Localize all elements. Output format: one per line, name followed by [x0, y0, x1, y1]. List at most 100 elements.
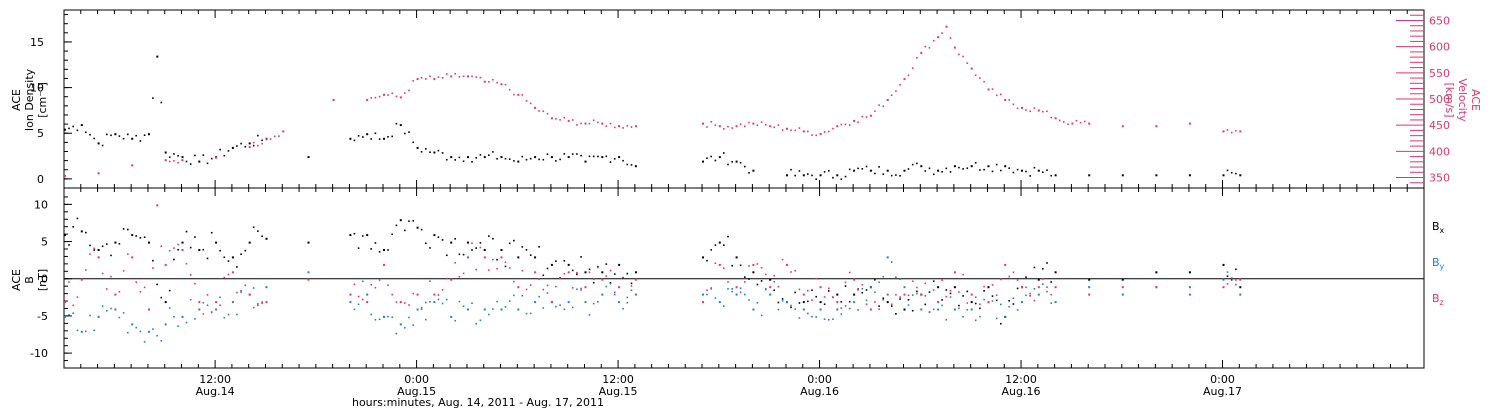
bfield-by-point: [802, 308, 805, 311]
x-tick-date: Aug.15: [397, 385, 436, 398]
bfield-by-point: [559, 304, 561, 306]
bfield-by-point: [185, 321, 188, 324]
bfield-bx-point: [1226, 275, 1229, 277]
bfield-bx-point: [387, 249, 389, 251]
bottom-left-tick-label: -5: [37, 310, 48, 323]
velocity-point: [97, 172, 100, 175]
bfield-by-point: [756, 302, 759, 304]
legend-label: B: [1432, 292, 1440, 305]
bfield-bz-point: [1222, 286, 1225, 289]
bfield-by-point: [257, 304, 259, 307]
bfield-bz-point: [383, 263, 385, 266]
ion-density-point: [110, 134, 112, 137]
bfield-bz-point: [114, 293, 117, 296]
ion-density-point: [941, 171, 943, 173]
bfield-by-point: [114, 308, 117, 311]
x-tick-date: Aug.16: [1002, 385, 1041, 398]
ion-density-point: [958, 166, 960, 169]
ion-density-point: [911, 163, 914, 166]
bfield-by-point: [886, 256, 889, 259]
velocity-point: [735, 125, 738, 128]
bfield-by-point: [991, 300, 994, 302]
bfield-by-point: [727, 288, 729, 290]
bfield-by-point: [1021, 301, 1023, 304]
bfield-by-point: [823, 318, 826, 320]
velocity-point: [446, 73, 448, 75]
bfield-by-point: [706, 293, 708, 296]
ion-density-point: [928, 167, 931, 170]
velocity-point: [613, 126, 616, 129]
bfield-bx-point: [807, 300, 809, 303]
ion-density-point: [357, 135, 360, 137]
bfield-bx-point: [383, 249, 385, 251]
velocity-point: [765, 123, 767, 126]
top-left-tick-label: 15: [30, 36, 44, 49]
bfield-bz-point: [118, 290, 121, 293]
ion-density-point: [118, 135, 121, 137]
velocity-point: [273, 135, 276, 138]
bfield-by-point: [1012, 297, 1015, 299]
ion-density-point: [807, 173, 809, 175]
x-axis: 12:00Aug.140:00Aug.1512:00Aug.150:00Aug.…: [63, 10, 1425, 398]
ion-density-point: [836, 174, 839, 177]
ion-density-point: [618, 156, 621, 159]
bfield-bz-point: [529, 284, 532, 286]
bfield-by-point: [811, 315, 813, 318]
bfield-bz-point: [790, 271, 792, 273]
ion-density-point: [173, 153, 175, 155]
ion-density-point: [143, 134, 146, 136]
bfield-bz-point: [454, 262, 456, 264]
ion-density-point: [1008, 167, 1010, 169]
ion-density-point: [857, 167, 859, 170]
bfield-bz-point: [357, 295, 360, 298]
ion-density-point: [513, 160, 515, 162]
bfield-bz-point: [122, 270, 125, 272]
bfield-bz-point: [93, 247, 95, 250]
bfield-bz-point: [941, 279, 943, 282]
bfield-by-point: [219, 296, 221, 299]
velocity-point: [412, 80, 414, 82]
bfield-bx-point: [362, 235, 364, 237]
bfield-bx-point: [467, 241, 469, 244]
bfield-bz-point: [765, 273, 767, 276]
bfield-bz-point: [496, 267, 498, 270]
bfield-bx-point: [916, 290, 918, 293]
bfield-bx-point: [215, 241, 218, 244]
bfield-by-point: [920, 308, 923, 311]
ion-density-point: [194, 154, 196, 157]
ion-density-point: [404, 132, 406, 135]
velocity-point: [399, 96, 402, 99]
bfield-bx-point: [437, 236, 440, 238]
ion-density-point: [362, 136, 364, 138]
bfield-by-point: [370, 313, 372, 316]
bfield-bx-point: [106, 243, 108, 245]
velocity-point: [521, 94, 524, 96]
bfield-by-point: [189, 298, 192, 301]
bfield-by-point: [160, 340, 163, 342]
ion-density-point: [546, 153, 549, 155]
ion-density-point: [899, 175, 901, 177]
bfield-bx-point: [72, 226, 74, 228]
velocity-point: [907, 74, 910, 77]
ion-density-point: [550, 156, 553, 159]
bfield-bz-point: [580, 289, 582, 291]
bfield-by-point: [97, 315, 100, 318]
bfield-bx-point: [802, 301, 805, 304]
velocity-point: [710, 121, 712, 123]
bfield-bx-point: [194, 236, 196, 238]
bfield-bx-point: [198, 249, 201, 251]
bfield-bx-point: [844, 285, 847, 287]
bfield-by-point: [790, 304, 792, 307]
bfield-bx-point: [110, 254, 112, 257]
velocity-point: [555, 118, 557, 120]
bfield-bx-point: [252, 226, 255, 228]
bfield-bz-point: [987, 301, 990, 304]
velocity-point: [802, 130, 805, 133]
bfield-bx-point: [563, 260, 566, 262]
bfield-bz-point: [853, 278, 856, 281]
bfield-bz-point: [546, 284, 549, 287]
bfield-by-point: [404, 327, 406, 329]
bfield-by-point: [1025, 294, 1027, 297]
bfield-bx-point: [949, 292, 952, 295]
ion-density-point: [139, 140, 142, 142]
